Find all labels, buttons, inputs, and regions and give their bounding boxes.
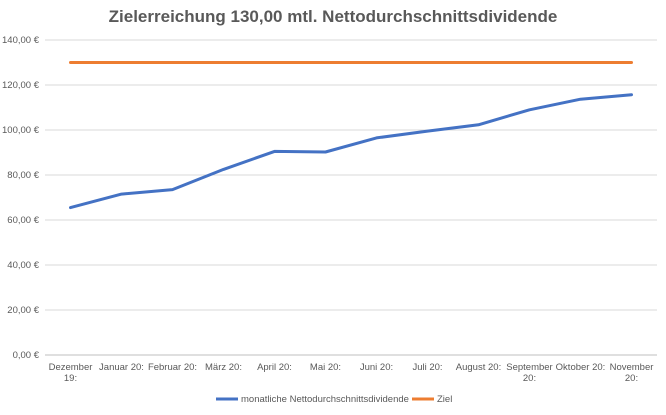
y-tick-label: 20,00 € [7, 305, 39, 316]
x-tick-label: August 20: [456, 362, 501, 373]
y-tick-label: 140,00 € [2, 35, 40, 46]
x-tick-label: März 20: [205, 362, 242, 373]
x-tick-label: April 20: [257, 362, 292, 373]
series-line-0 [69, 93, 633, 210]
x-tick-label: Oktober 20: [556, 362, 606, 373]
legend-label: monatliche Nettodurchschnittsdividende [241, 394, 409, 405]
y-tick-label: 80,00 € [7, 170, 39, 181]
x-axis-tick-labels: Dezember 19: Januar 20: Februar 20: März 20:… [49, 362, 654, 384]
y-tick-label: 120,00 € [2, 80, 40, 91]
x-tick-label: Januar 20: [99, 362, 144, 373]
y-tick-label: 100,00 € [2, 125, 40, 136]
y-tick-label: 40,00 € [7, 260, 39, 271]
chart-title: Zielerreichung 130,00 mtl. Nettodurchsch… [109, 7, 558, 26]
y-tick-label: 60,00 € [7, 215, 39, 226]
x-tick-label: Juli 20: [412, 362, 442, 373]
x-tick-label: November 20: [610, 362, 654, 384]
series-lines [69, 61, 633, 210]
y-tick-label: 0,00 € [13, 350, 40, 361]
x-tick-label: Dezember 19: [49, 362, 93, 384]
x-tick-label: Juni 20: [360, 362, 393, 373]
x-tick-label: Mai 20: [310, 362, 341, 373]
legend-label: Ziel [437, 394, 452, 405]
gridlines [45, 39, 657, 356]
x-tick-label: September 20: [506, 362, 552, 384]
x-tick-label: Februar 20: [148, 362, 197, 373]
legend: monatliche Nettodurchschnittsdividende Zi… [216, 394, 452, 405]
y-axis-tick-labels: 0,00 € 20,00 € 40,00 € 60,00 € 80,00 € 100,00… [2, 35, 40, 361]
